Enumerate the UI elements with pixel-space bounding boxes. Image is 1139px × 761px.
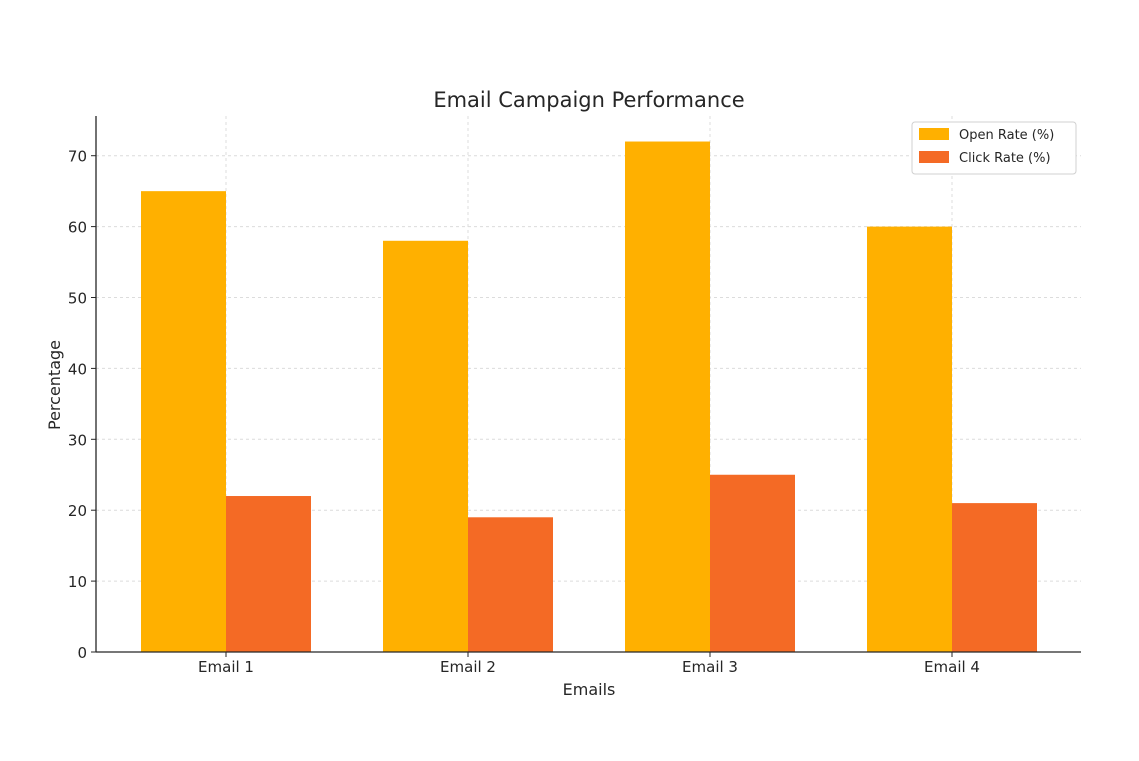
legend-label-open-rate: Open Rate (%): [959, 128, 1054, 143]
y-tick-label: 70: [68, 148, 87, 166]
axes: [91, 116, 1081, 657]
x-tick-label: Email 3: [682, 658, 738, 676]
x-axis-label: Emails: [563, 680, 616, 699]
legend-label-click-rate: Click Rate (%): [959, 151, 1051, 166]
bars: [141, 141, 1037, 652]
legend: Open Rate (%) Click Rate (%): [911, 121, 1077, 175]
y-tick-label: 10: [68, 573, 87, 591]
bar-email-4-open-rate: [867, 226, 952, 652]
legend-swatch-open-rate: [919, 128, 949, 140]
bar-email-1-open-rate: [141, 191, 226, 652]
bar-email-3-click-rate: [710, 474, 795, 652]
y-axis-label: Percentage: [45, 340, 64, 430]
y-tick-label: 60: [68, 219, 87, 237]
chart-title: Email Campaign Performance: [433, 88, 744, 112]
y-tick-label: 50: [68, 290, 87, 308]
legend-frame: [911, 121, 1077, 175]
bar-email-1-click-rate: [226, 496, 311, 652]
bar-email-4-click-rate: [952, 503, 1037, 652]
y-tick-label: 0: [77, 644, 87, 662]
bar-email-3-open-rate: [625, 141, 710, 652]
x-tick-label: Email 2: [440, 658, 496, 676]
y-tick-label: 20: [68, 502, 87, 520]
bar-email-2-click-rate: [468, 517, 553, 652]
y-tick-label: 30: [68, 431, 87, 449]
x-tick-label: Email 4: [924, 658, 980, 676]
y-tick-label: 40: [68, 360, 87, 378]
legend-swatch-click-rate: [919, 151, 949, 163]
x-tick-label: Email 1: [198, 658, 254, 676]
bar-email-2-open-rate: [383, 240, 468, 652]
tick-labels: 0 10 20 30 40 50 60 70 Email 1 Email 2 Email 3 Emai…: [68, 148, 980, 676]
